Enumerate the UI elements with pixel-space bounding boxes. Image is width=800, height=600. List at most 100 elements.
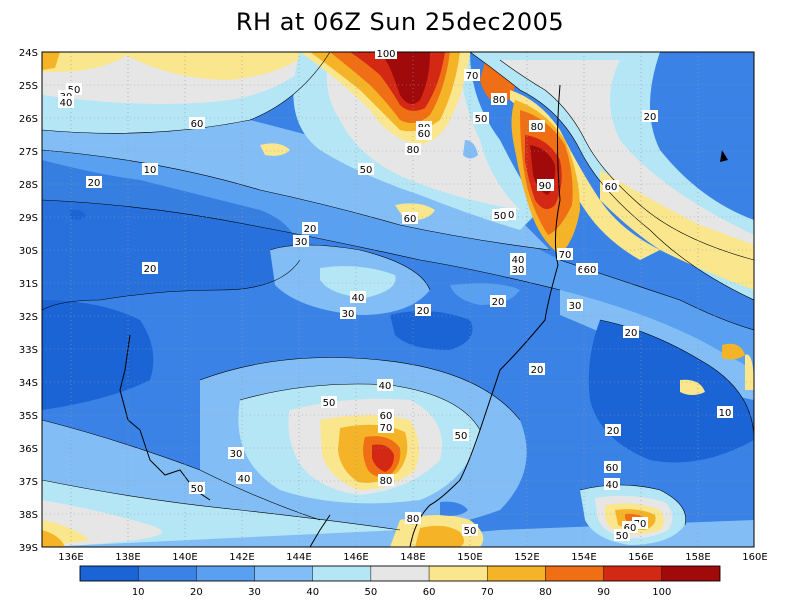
svg-text:10: 10 (719, 408, 732, 419)
lat-label: 36S (19, 444, 38, 455)
svg-text:20: 20 (304, 224, 317, 235)
contour-label: 60 (416, 127, 432, 140)
lat-label: 35S (19, 411, 38, 422)
contour-label: 50 (453, 429, 469, 442)
coastline (119, 84, 728, 547)
colorbar-label: 80 (539, 587, 552, 598)
lat-label: 28S (19, 180, 38, 191)
lat-label: 27S (19, 147, 38, 158)
lon-label: 160E (742, 552, 767, 563)
colorbar-label: 100 (652, 587, 671, 598)
svg-text:30: 30 (569, 301, 582, 312)
lon-label: 148E (400, 552, 425, 563)
svg-text:90: 90 (539, 181, 552, 192)
colorbar-swatch (487, 565, 546, 582)
svg-text:50: 50 (360, 165, 373, 176)
svg-text:60: 60 (404, 214, 417, 225)
contour-label: 60 (603, 180, 619, 193)
svg-text:80: 80 (531, 122, 544, 133)
svg-text:30: 30 (512, 265, 525, 276)
colorbar-label: 90 (597, 587, 610, 598)
lon-label: 140E (172, 552, 197, 563)
svg-text:70: 70 (466, 71, 479, 82)
lat-label: 33S (19, 345, 38, 356)
svg-text:100: 100 (376, 49, 395, 60)
svg-text:60: 60 (584, 265, 597, 276)
contour-label: 50 (462, 524, 478, 537)
map-title: RH at 06Z Sun 25dec2005 (235, 8, 565, 36)
svg-text:40: 40 (352, 293, 365, 304)
svg-text:60: 60 (605, 182, 618, 193)
lat-label: 31S (19, 279, 38, 290)
contour-label: 20 (142, 262, 158, 275)
svg-text:20: 20 (644, 112, 657, 123)
svg-text:80: 80 (407, 145, 420, 156)
contour-label: 40 (350, 291, 366, 304)
contour-label: 30 (228, 447, 244, 460)
lat-label: 26S (19, 114, 38, 125)
lat-label: 38S (19, 510, 38, 521)
colorbar-swatch (661, 565, 721, 582)
lat-label: 34S (19, 378, 38, 389)
svg-text:10: 10 (144, 165, 157, 176)
contour-label: 60 (402, 212, 418, 225)
colorbar-label: 30 (248, 587, 261, 598)
svg-text:50: 50 (191, 484, 204, 495)
lat-label: 24S (19, 48, 38, 59)
lon-label: 146E (343, 552, 368, 563)
contour-label: 70 (378, 421, 394, 434)
lat-label: 37S (19, 477, 38, 488)
contour-label: 40 (58, 96, 74, 109)
contour-label: 20 (490, 295, 506, 308)
svg-text:70: 70 (380, 423, 393, 434)
contour-label: 30 (567, 299, 583, 312)
svg-text:40: 40 (379, 381, 392, 392)
contour-label: 70 (464, 69, 480, 82)
contour-label: 30 (293, 235, 309, 248)
contour-label: 50 (321, 396, 337, 409)
contour-value-labels: 1007080503040608090805060806020605050102… (58, 47, 733, 542)
svg-text:30: 30 (230, 449, 243, 460)
lon-label: 154E (571, 552, 596, 563)
contour-label: 20 (623, 326, 639, 339)
svg-text:30: 30 (295, 237, 308, 248)
lon-label: 152E (514, 552, 539, 563)
contour-label: 60 (189, 117, 205, 130)
colorbar-label: 10 (132, 587, 145, 598)
contour-label: 30 (510, 263, 526, 276)
svg-text:70: 70 (559, 250, 572, 261)
lat-label: 39S (19, 543, 38, 554)
longitude-labels: 136E 138E 140E 142E 144E 146E 148E 150E … (58, 552, 767, 563)
svg-text:50: 50 (323, 398, 336, 409)
lon-label: 138E (115, 552, 140, 563)
colorbar-swatch (312, 565, 372, 582)
contour-label: 60 (378, 409, 394, 422)
contour-label: 10 (142, 163, 158, 176)
contour-label: 100 (375, 47, 397, 60)
svg-text:20: 20 (417, 306, 430, 317)
svg-text:60: 60 (191, 119, 204, 130)
svg-text:40: 40 (512, 255, 525, 266)
colorbar-swatch (428, 565, 488, 582)
svg-text:20: 20 (88, 178, 101, 189)
contour-label: 40 (604, 478, 620, 491)
colorbar-swatch (137, 565, 197, 582)
contour-label: 20 (605, 424, 621, 437)
svg-text:60: 60 (624, 523, 637, 534)
lon-label: 156E (628, 552, 653, 563)
contour-label: 20 (642, 110, 658, 123)
contour-label: 20 (86, 176, 102, 189)
lat-label: 29S (19, 213, 38, 224)
contour-label: 80 (405, 512, 421, 525)
contour-label: 90 (537, 179, 553, 192)
svg-text:30: 30 (342, 309, 355, 320)
lon-label: 136E (58, 552, 83, 563)
contour-label: 80 (491, 93, 507, 106)
contour-label: 50 (189, 482, 205, 495)
lon-label: 144E (286, 552, 311, 563)
contour-label: 30 (340, 307, 356, 320)
svg-text:50: 50 (455, 431, 468, 442)
svg-text:60: 60 (380, 411, 393, 422)
contour-label: 20 (529, 363, 545, 376)
